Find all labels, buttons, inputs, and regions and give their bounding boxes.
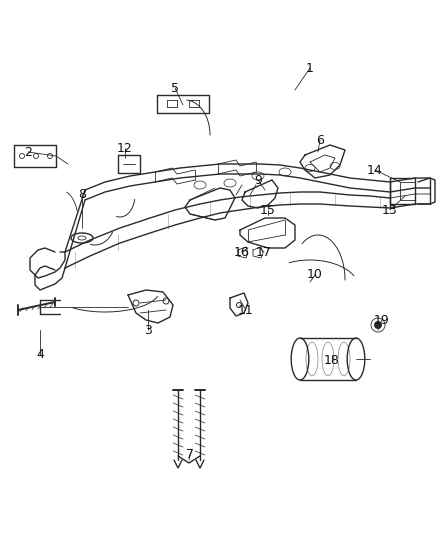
Text: 12: 12	[117, 141, 133, 155]
Text: 5: 5	[171, 82, 179, 94]
Text: 9: 9	[254, 174, 262, 187]
Ellipse shape	[374, 321, 382, 329]
Text: 8: 8	[78, 189, 86, 201]
Text: 15: 15	[260, 204, 276, 216]
Text: 13: 13	[382, 204, 398, 216]
Text: 7: 7	[186, 448, 194, 462]
Text: 16: 16	[234, 246, 250, 259]
Text: 2: 2	[24, 146, 32, 158]
Text: 17: 17	[256, 246, 272, 259]
Text: 3: 3	[144, 324, 152, 336]
Text: 19: 19	[374, 313, 390, 327]
Text: 6: 6	[316, 133, 324, 147]
Text: 10: 10	[307, 269, 323, 281]
Text: 1: 1	[306, 61, 314, 75]
Text: 14: 14	[367, 164, 383, 176]
Text: 18: 18	[324, 353, 340, 367]
Text: 4: 4	[36, 349, 44, 361]
Text: 11: 11	[238, 303, 254, 317]
